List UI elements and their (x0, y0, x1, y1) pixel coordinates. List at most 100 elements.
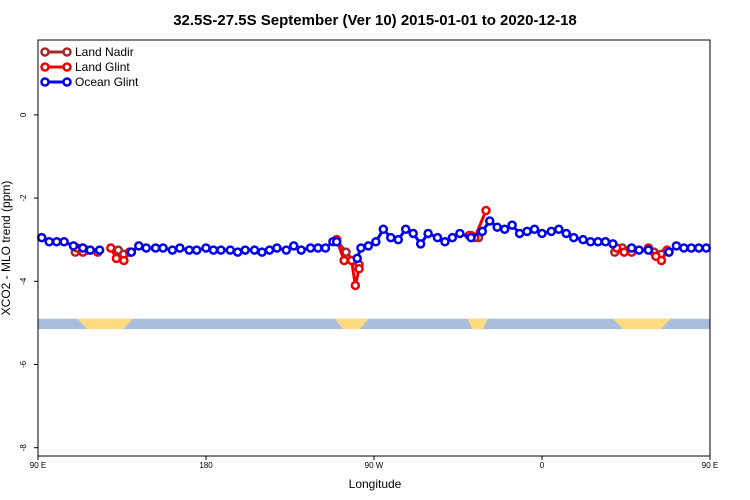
data-point (201, 243, 211, 253)
data-point (386, 232, 396, 243)
x-tick-label: 180 (199, 461, 213, 470)
legend-marker (40, 77, 50, 87)
data-point (593, 237, 603, 247)
surface-band (38, 318, 710, 330)
data-point (664, 247, 674, 257)
data-point (455, 228, 465, 239)
data-point (529, 224, 540, 235)
land-band-3 (612, 318, 671, 330)
y-tick-label: -8 (19, 444, 28, 452)
data-point (51, 237, 62, 247)
data-point (481, 205, 491, 216)
data-point (634, 245, 644, 255)
data-point (447, 232, 458, 243)
data-point (400, 224, 411, 235)
data-point (356, 243, 366, 253)
series-ocean-glint (36, 216, 712, 264)
data-point (216, 245, 226, 255)
data-point (554, 224, 564, 235)
data-point (492, 222, 502, 232)
data-point (296, 245, 306, 255)
x-tick-label: 0 (540, 461, 545, 470)
data-point (272, 243, 282, 253)
data-point (240, 245, 250, 255)
x-axis-label: Longitude (349, 477, 402, 491)
data-point (656, 255, 667, 266)
data-point (477, 226, 488, 237)
legend-item: Land Glint (40, 60, 130, 74)
data-point (619, 247, 629, 257)
data-point (175, 243, 185, 253)
data-point (281, 245, 292, 255)
y-tick-label: -6 (19, 360, 28, 368)
data-point (354, 264, 364, 274)
data-point (378, 224, 389, 235)
data-point (305, 243, 316, 253)
data-point (225, 245, 236, 255)
y-tick-label: 0 (19, 112, 28, 117)
data-point (249, 245, 260, 255)
data-point (393, 234, 404, 245)
data-point (423, 228, 433, 239)
data-point (150, 243, 161, 253)
data-point (514, 228, 525, 239)
data-point (167, 245, 178, 255)
data-point (232, 247, 243, 257)
data-point (126, 247, 137, 257)
data-point (537, 228, 547, 239)
data-point (701, 243, 712, 253)
x-axis: 90 E 180 90 W 0 90 E (30, 456, 718, 470)
data-point (679, 243, 689, 253)
data-point (499, 224, 510, 235)
y-axis-label: XCO2 - MLO trend (ppm) (0, 181, 13, 316)
chart-title: 32.5S-27.5S September (Ver 10) 2015-01-0… (173, 12, 577, 29)
series-layer (36, 205, 712, 291)
data-point (671, 241, 682, 251)
data-point (141, 243, 152, 253)
data-point (288, 241, 299, 251)
x-tick-label: 90 E (702, 461, 718, 470)
data-point (78, 243, 88, 253)
legend-label: Land Nadir (75, 45, 134, 59)
data-point (119, 255, 129, 266)
data-point (608, 239, 618, 249)
data-point (694, 243, 704, 253)
data-point (440, 237, 450, 247)
data-point (350, 280, 361, 291)
y-tick-label: -4 (19, 277, 28, 285)
legend-marker (40, 47, 50, 57)
y-tick-label: -2 (19, 194, 28, 202)
data-point (643, 245, 654, 255)
data-point (158, 243, 168, 253)
data-point (484, 216, 495, 226)
data-point (466, 232, 476, 243)
land-band-1 (334, 318, 369, 330)
data-point (44, 237, 54, 247)
data-point (36, 232, 47, 243)
data-point (106, 243, 116, 253)
data-point (331, 237, 342, 247)
x-tick-label: 90 E (30, 461, 46, 470)
legend-marker (40, 62, 50, 72)
data-point (191, 245, 202, 255)
data-point (415, 239, 426, 249)
data-point (352, 253, 362, 264)
legend-marker (62, 62, 72, 72)
data-point (578, 234, 588, 245)
data-point (522, 226, 532, 237)
y-axis: 0 -2 -4 -6 -8 (19, 112, 38, 451)
data-point (546, 226, 557, 237)
ocean-band (38, 318, 710, 330)
legend-label: Ocean Glint (75, 75, 139, 89)
data-point (184, 245, 194, 255)
data-point (313, 243, 323, 253)
legend-label: Land Glint (75, 60, 130, 74)
data-point (568, 232, 579, 243)
data-point (320, 243, 331, 253)
data-point (111, 253, 122, 264)
data-point (408, 228, 418, 239)
data-point (585, 237, 596, 247)
data-point (85, 245, 96, 255)
